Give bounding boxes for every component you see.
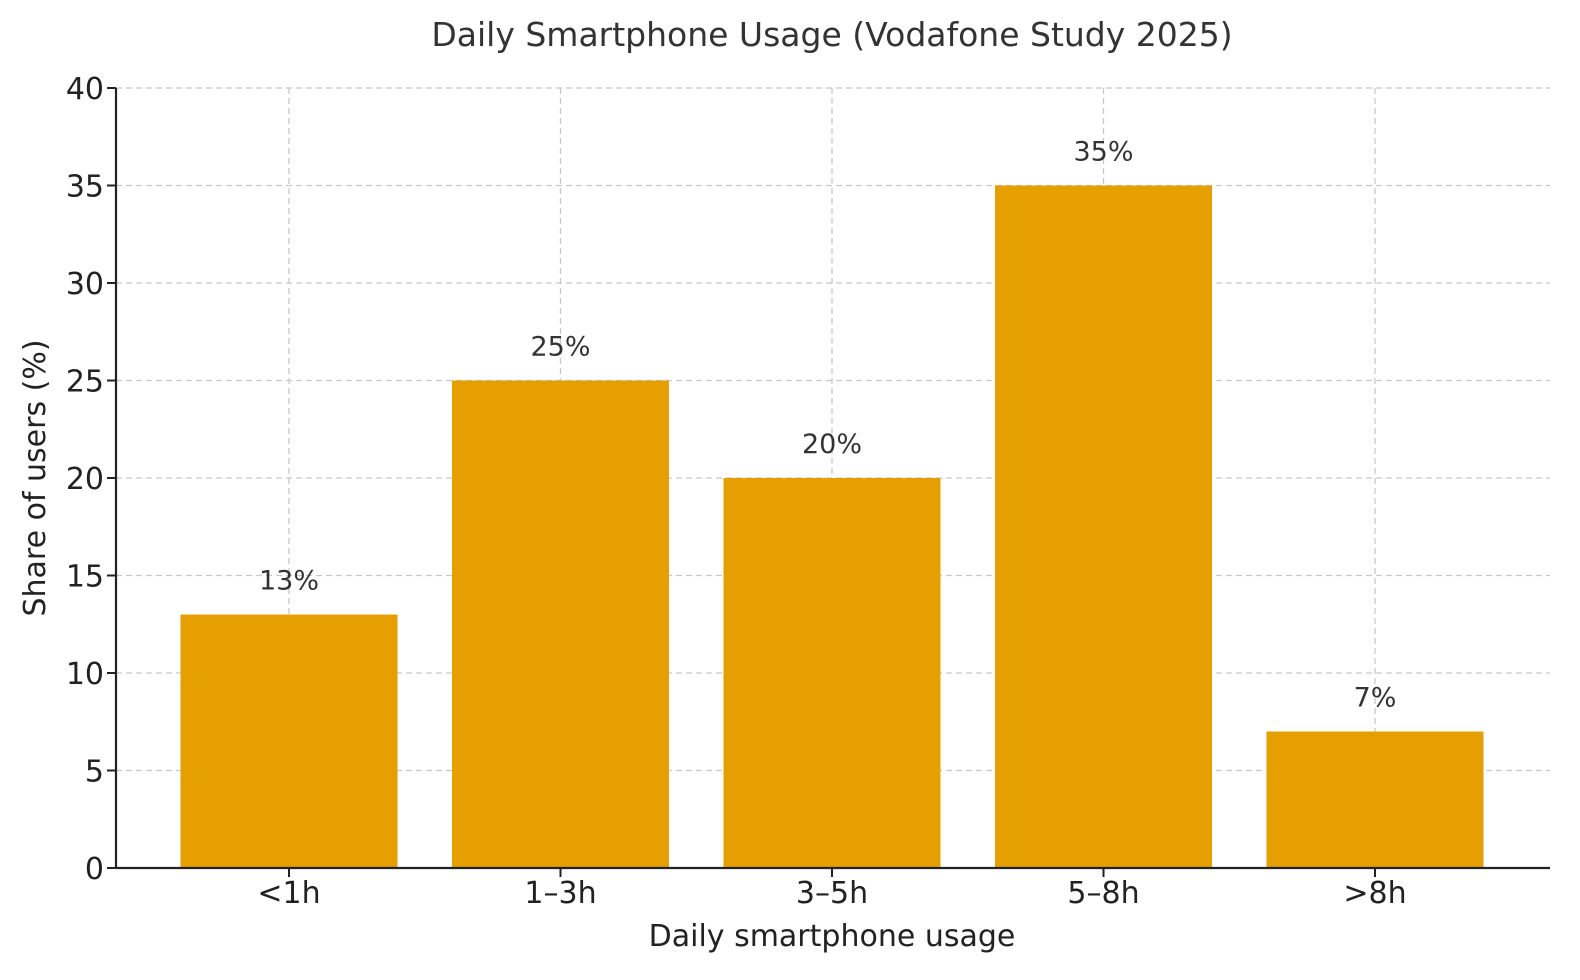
y-tick-label: 30 xyxy=(66,267,104,302)
bar xyxy=(180,614,398,868)
bar xyxy=(995,185,1212,868)
bar xyxy=(1266,731,1484,868)
bar-value-label: 7% xyxy=(1354,683,1397,714)
y-tick-label: 15 xyxy=(66,560,104,595)
y-axis-label: Share of users (%) xyxy=(18,339,53,616)
bar-value-label: 13% xyxy=(259,566,319,597)
bars xyxy=(180,185,1484,868)
x-tick-label: 3–5h xyxy=(796,876,868,911)
y-tick-label: 0 xyxy=(85,852,104,887)
x-tick-label: >8h xyxy=(1343,876,1406,911)
bar-value-label: 20% xyxy=(802,429,862,460)
bar-value-label: 35% xyxy=(1073,137,1133,168)
y-tick-label: 40 xyxy=(66,72,104,107)
x-ticks: <1h 1–3h 3–5h 5–8h >8h xyxy=(257,868,1407,911)
y-tick-label: 20 xyxy=(66,462,104,497)
y-tick-label: 35 xyxy=(66,170,104,205)
y-ticks: 0 5 10 15 20 25 30 35 40 xyxy=(66,72,116,887)
x-tick-label: <1h xyxy=(257,876,320,911)
x-tick-label: 1–3h xyxy=(524,876,596,911)
x-tick-label: 5–8h xyxy=(1067,876,1139,911)
bar xyxy=(452,380,669,868)
x-axis-label: Daily smartphone usage xyxy=(649,919,1016,954)
bar xyxy=(723,478,941,868)
y-tick-label: 5 xyxy=(85,755,104,790)
bar-value-label: 25% xyxy=(530,332,590,363)
y-tick-label: 10 xyxy=(66,657,104,692)
y-tick-label: 25 xyxy=(66,365,104,400)
chart-title: Daily Smartphone Usage (Vodafone Study 2… xyxy=(431,15,1232,54)
data-labels: 13% 25% 20% 35% 7% xyxy=(259,137,1396,714)
